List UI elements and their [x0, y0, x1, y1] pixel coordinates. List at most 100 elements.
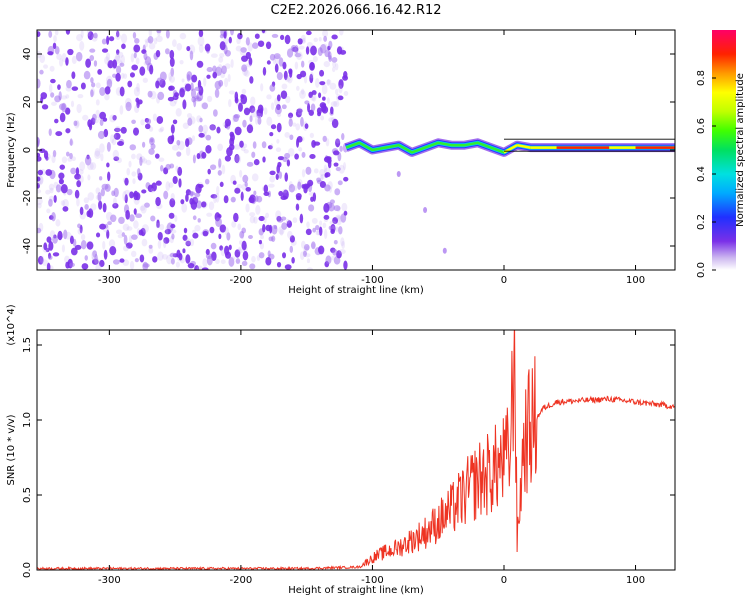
noise-speck [224, 245, 230, 256]
snr-series-line [37, 330, 675, 570]
noise-speck [135, 213, 142, 219]
noise-speck [163, 190, 169, 200]
noise-speck [52, 252, 60, 257]
noise-speck [249, 212, 256, 217]
noise-speck [202, 230, 209, 237]
noise-speck [338, 216, 343, 222]
noise-speck [300, 116, 304, 127]
noise-speck [147, 35, 154, 44]
noise-speck [240, 47, 247, 53]
noise-speck [119, 258, 125, 263]
noise-speck [84, 255, 88, 261]
noise-speck [99, 86, 106, 96]
noise-speck [237, 223, 242, 231]
noise-speck [241, 64, 248, 72]
noise-speck [262, 223, 266, 233]
noise-speck [335, 214, 342, 220]
noise-speck [243, 107, 251, 116]
noise-speck [258, 216, 265, 222]
noise-speck [242, 119, 247, 128]
noise-speck [141, 141, 146, 148]
noise-speck [319, 168, 325, 177]
noise-speck [228, 257, 235, 267]
noise-speck [58, 58, 64, 67]
noise-speck [185, 146, 191, 157]
noise-speck [207, 168, 211, 175]
noise-speck [171, 233, 175, 240]
noise-speck [327, 51, 332, 60]
noise-speck [103, 249, 108, 260]
noise-speck [119, 62, 125, 67]
noise-speck [55, 219, 61, 227]
noise-speck [261, 30, 266, 34]
noise-speck [277, 161, 282, 168]
noise-speck [335, 215, 343, 226]
noise-speck [66, 188, 73, 196]
noise-speck [168, 85, 173, 91]
noise-speck [313, 37, 319, 43]
noise-speck [99, 223, 107, 230]
noise-speck [301, 88, 305, 95]
spectrogram-y-tick-label: 0 [22, 147, 33, 153]
noise-speck [134, 258, 139, 263]
noise-speck [129, 260, 135, 270]
noise-speck [124, 194, 128, 204]
noise-speck [273, 53, 281, 60]
noise-speck [309, 71, 314, 79]
noise-speck [170, 67, 175, 77]
noise-speck [90, 77, 94, 84]
noise-speck [219, 181, 224, 187]
noise-speck [280, 195, 288, 201]
noise-speck [149, 137, 155, 146]
noise-speck [95, 99, 100, 106]
spectrogram-plot-area [37, 30, 675, 270]
noise-speck [164, 48, 170, 55]
snr-y-tick-label: 1.0 [22, 412, 33, 428]
noise-speck [223, 31, 227, 39]
noise-speck [309, 154, 316, 160]
noise-speck [166, 254, 173, 265]
noise-speck [311, 90, 317, 96]
noise-speck [280, 216, 287, 221]
noise-speck [233, 114, 241, 119]
noise-speck [297, 107, 304, 116]
noise-speck [118, 216, 125, 225]
noise-speck [218, 79, 224, 87]
noise-speck [198, 125, 204, 133]
noise-speck [286, 159, 291, 167]
noise-speck [202, 124, 208, 134]
noise-speck [49, 65, 55, 72]
noise-speck [117, 234, 124, 239]
noise-speck [245, 63, 252, 68]
noise-speck [322, 96, 326, 101]
noise-speck [289, 134, 294, 141]
noise-speck [343, 70, 348, 79]
snr-x-tick-label: 0 [501, 575, 507, 586]
noise-speck [169, 75, 175, 83]
noise-speck [213, 109, 218, 117]
noise-speck [335, 166, 341, 172]
noise-speck [335, 88, 339, 95]
noise-speck [260, 83, 264, 92]
noise-speck [262, 66, 267, 76]
noise-speck [271, 224, 278, 235]
noise-speck [332, 217, 339, 224]
noise-speck [117, 141, 124, 146]
noise-speck [163, 239, 167, 249]
noise-speck [201, 267, 209, 270]
noise-speck [339, 30, 344, 36]
noise-speck [140, 119, 145, 126]
noise-speck [144, 202, 150, 208]
noise-speck [43, 242, 48, 251]
noise-speck [104, 86, 111, 95]
noise-speck [286, 220, 293, 228]
noise-speck [235, 154, 242, 164]
noise-speck [320, 115, 325, 121]
noise-speck [241, 88, 247, 95]
noise-speck [269, 175, 276, 183]
noise-speck [182, 248, 186, 254]
snr-y-tick-label: 0.0 [22, 562, 33, 578]
noise-speck [111, 138, 117, 146]
noise-speck [246, 124, 254, 134]
noise-speck [257, 40, 265, 47]
